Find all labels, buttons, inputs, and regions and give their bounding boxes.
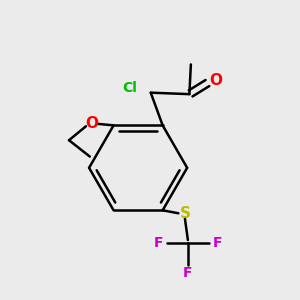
Text: S: S (179, 206, 191, 221)
Text: O: O (85, 116, 98, 131)
Text: O: O (210, 73, 223, 88)
Text: Cl: Cl (122, 81, 137, 95)
Text: F: F (213, 236, 222, 250)
Text: F: F (183, 266, 193, 280)
Text: F: F (153, 236, 163, 250)
